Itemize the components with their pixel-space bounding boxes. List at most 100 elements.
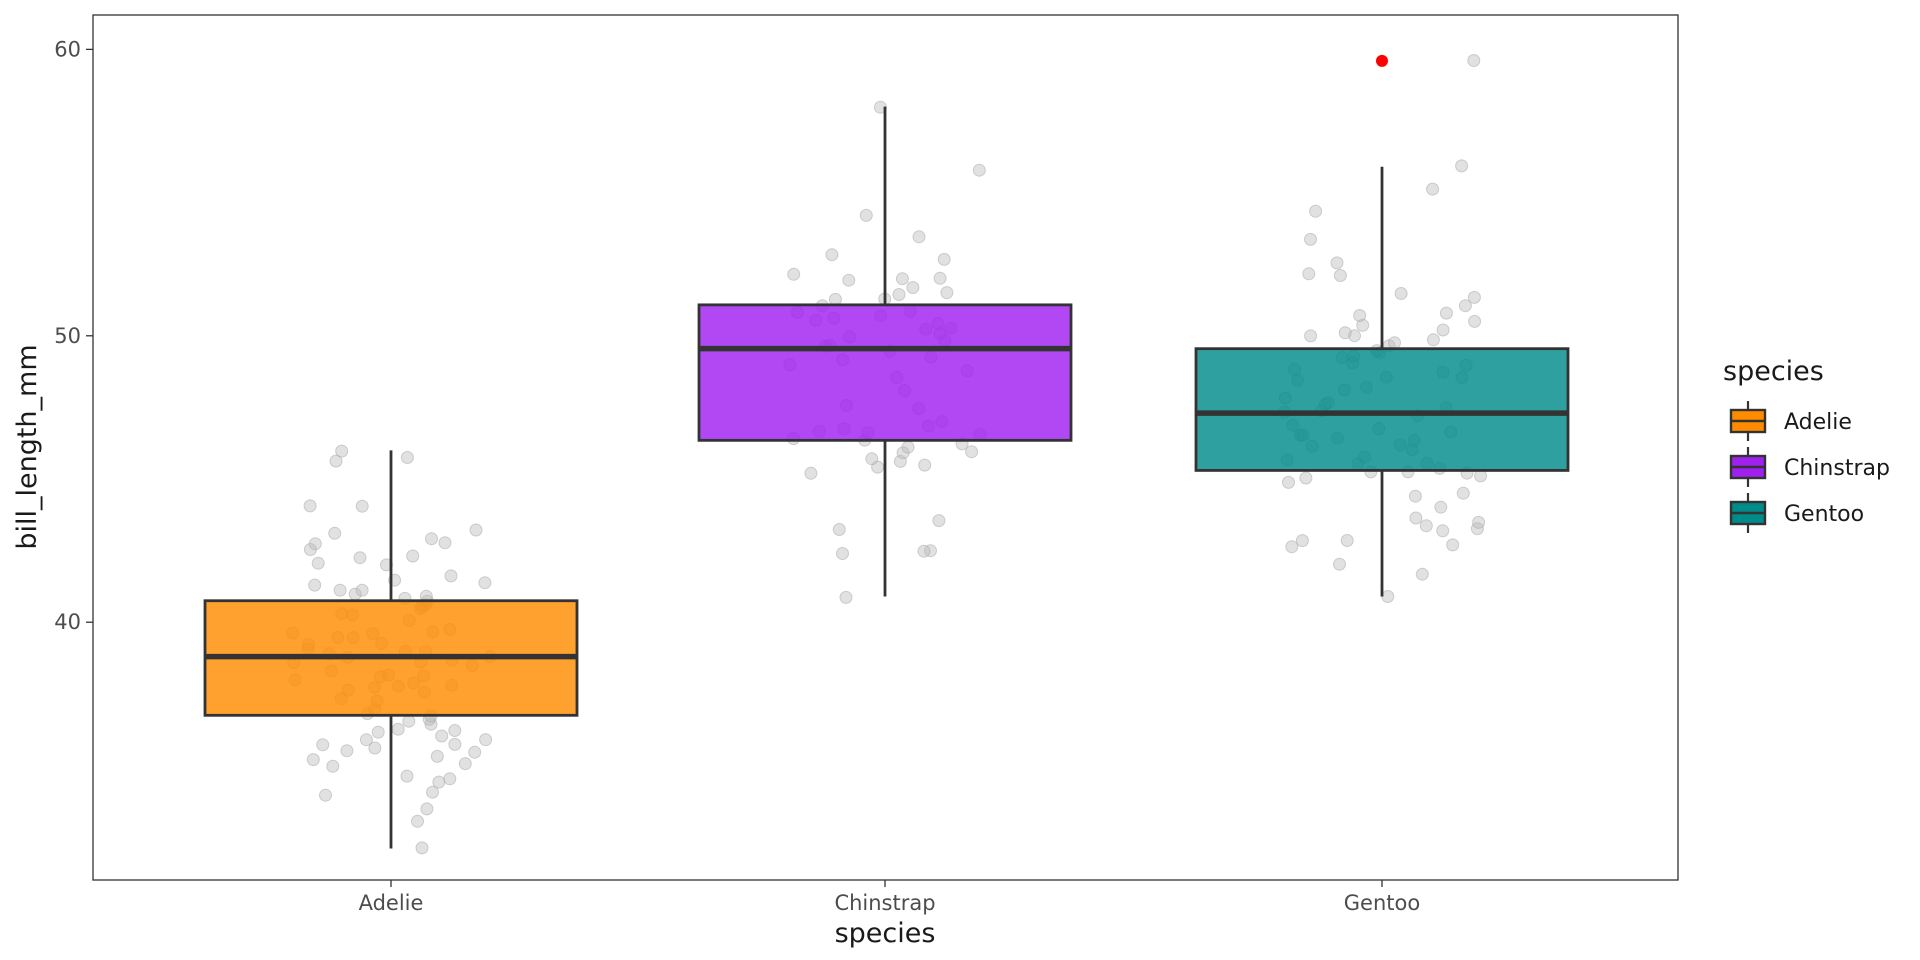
data-point (839, 590, 853, 604)
data-point (400, 769, 414, 783)
box-chinstrap (697, 303, 1073, 442)
data-point (426, 785, 439, 799)
data-point (478, 576, 492, 590)
data-point (1304, 329, 1318, 343)
data-point (328, 526, 342, 540)
data-point (355, 499, 369, 513)
data-point (1436, 323, 1450, 337)
data-point (1304, 232, 1317, 246)
data-point (340, 744, 354, 758)
data-point (306, 753, 320, 767)
data-point (1356, 318, 1370, 332)
data-point (468, 745, 482, 759)
data-point (380, 558, 393, 572)
data-point (892, 288, 906, 301)
data-point (912, 230, 926, 244)
box-layer (203, 54, 1570, 849)
data-point (940, 286, 954, 300)
data-point (836, 547, 849, 560)
y-tick-label: 40 (54, 610, 81, 634)
data-point (448, 737, 462, 751)
data-point (406, 549, 420, 563)
data-point (1408, 489, 1422, 503)
data-point (435, 729, 449, 743)
data-point (832, 523, 846, 536)
data-point (443, 772, 457, 786)
data-point (1333, 557, 1346, 571)
data-point (479, 733, 493, 747)
data-point (469, 523, 483, 537)
data-point (1458, 299, 1472, 313)
data-point (335, 444, 349, 458)
data-point (1468, 314, 1482, 328)
x-axis-title: species (835, 918, 936, 949)
data-point (1394, 287, 1408, 300)
data-point (825, 248, 839, 262)
data-point (1467, 290, 1481, 304)
box-gentoo (1194, 347, 1570, 472)
data-point (972, 163, 986, 177)
data-point (1426, 333, 1440, 347)
data-point (303, 499, 317, 513)
data-point (859, 208, 873, 222)
x-tick-label: Gentoo (1344, 891, 1420, 915)
data-point (1340, 534, 1354, 547)
data-point (918, 458, 932, 472)
data-point (326, 759, 340, 773)
data-point (415, 841, 429, 855)
data-point (1353, 309, 1367, 322)
data-point (1388, 336, 1401, 350)
data-point (316, 738, 330, 752)
data-point (1467, 54, 1481, 67)
data-point (1381, 590, 1395, 603)
data-point (1333, 269, 1347, 282)
data-point (1295, 534, 1309, 548)
data-point (430, 749, 444, 763)
data-point (1426, 182, 1440, 196)
data-point (1446, 538, 1460, 552)
data-point (411, 814, 424, 828)
data-point (1455, 159, 1469, 173)
data-point (391, 722, 405, 736)
data-point (448, 724, 462, 737)
data-point (873, 100, 887, 114)
data-point (311, 556, 325, 570)
data-point (425, 532, 438, 546)
data-point (1415, 567, 1429, 581)
data-point (432, 775, 446, 789)
data-point (787, 267, 801, 281)
data-point (458, 757, 472, 771)
y-tick-label: 60 (54, 37, 81, 61)
data-point (1302, 267, 1316, 281)
data-point (1436, 524, 1450, 538)
data-point (932, 514, 946, 528)
data-point (924, 544, 937, 558)
data-point (906, 281, 920, 294)
data-point (308, 537, 322, 551)
data-point (1309, 204, 1323, 218)
data-point (901, 440, 915, 454)
data-point (917, 544, 931, 558)
legend-label-chinstrap: Chinstrap (1784, 456, 1890, 481)
data-point (438, 536, 452, 550)
data-point (865, 452, 879, 466)
data-point (1330, 256, 1344, 270)
data-point (371, 725, 385, 739)
data-point (804, 466, 818, 480)
data-point (842, 273, 856, 287)
data-point (308, 578, 322, 592)
data-point (444, 569, 458, 583)
data-point (1472, 515, 1486, 529)
y-axis-title: bill_length_mm (12, 344, 43, 549)
data-point (1409, 511, 1423, 525)
data-point (333, 583, 347, 597)
data-point (937, 252, 951, 266)
data-point (359, 733, 373, 747)
data-point (400, 451, 414, 464)
data-point (1439, 306, 1453, 320)
data-point (1419, 519, 1433, 533)
data-point (402, 714, 416, 728)
legend-label-gentoo: Gentoo (1784, 502, 1864, 527)
outlier-point (1376, 54, 1388, 67)
